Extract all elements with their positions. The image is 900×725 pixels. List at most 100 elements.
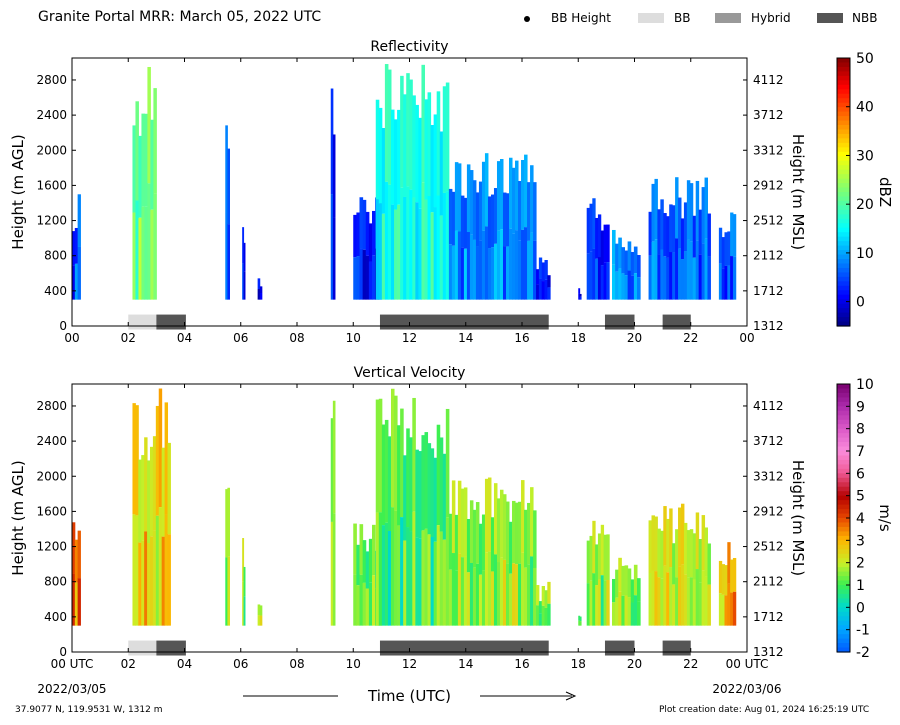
echo-cell (648, 211, 653, 256)
echo-cell (418, 538, 422, 626)
echo-cell (502, 559, 507, 626)
echo-cell (74, 227, 79, 264)
bright-band-bar (128, 314, 157, 330)
echo-cell (533, 182, 537, 241)
x-tick-label: 00 (64, 331, 79, 345)
echo-cell (421, 530, 425, 626)
echo-region (72, 522, 81, 626)
echo-cell (621, 273, 626, 300)
colorbar-step (837, 111, 850, 117)
echo-cell (707, 213, 711, 257)
echo-cell (390, 388, 395, 508)
echo-cell (466, 164, 471, 233)
colorbar-step (837, 446, 850, 452)
echo-cell (512, 233, 516, 300)
colorbar-step (837, 468, 850, 474)
echo-cell (433, 541, 438, 626)
colorbar-step (837, 513, 850, 519)
echo-cell (592, 198, 596, 249)
echo-cell (375, 199, 380, 300)
echo-cell (612, 602, 616, 626)
colorbar-label: dBZ (876, 177, 894, 207)
echo-cell (606, 580, 610, 626)
echo-cell (502, 192, 507, 247)
x-tick-label: 22 (683, 331, 698, 345)
echo-cell (509, 521, 513, 574)
echo-cell (615, 271, 619, 300)
colorbar-step (837, 169, 850, 175)
echo-cell (683, 251, 688, 300)
echo-cell (381, 424, 386, 526)
echo-cell (651, 570, 655, 626)
echo-cell (481, 514, 486, 571)
echo-cell (135, 101, 139, 201)
echo-cell (707, 256, 711, 300)
echo-cell (484, 478, 489, 553)
echo-cell (579, 293, 582, 297)
echo-cell (457, 231, 462, 300)
echo-region (375, 388, 450, 626)
end-date-label: 2022/03/06 (712, 682, 781, 696)
echo-cell (493, 554, 498, 626)
echo-cell (618, 237, 622, 269)
colorbar-step (837, 384, 850, 390)
echo-cell (678, 248, 682, 300)
y-tick-label-right: 1312 (753, 645, 784, 659)
colorbar-step (837, 160, 850, 166)
figure-title: Granite Portal MRR: March 05, 2022 UTC (38, 9, 322, 25)
y-tick-label: 2000 (36, 469, 67, 483)
echo-cell (132, 403, 136, 515)
echo-cell (595, 258, 599, 300)
echo-cell (499, 489, 504, 558)
echo-cell (356, 544, 361, 586)
echo-cell (406, 73, 410, 187)
echo-cell (578, 615, 581, 621)
bright-band-bar (379, 640, 549, 656)
colorbar-step (837, 495, 850, 501)
echo-cell (627, 270, 632, 300)
colorbar-step (837, 611, 850, 617)
echo-cell (512, 563, 516, 626)
echo-cell (721, 564, 725, 595)
echo-cell (499, 229, 504, 300)
bright-band-bar (156, 314, 186, 330)
y-tick-label-right: 3712 (753, 108, 784, 122)
echo-cell (651, 241, 655, 300)
echo-cell (660, 530, 664, 579)
echo-cell (657, 528, 661, 578)
colorbar-tick-label: 0 (856, 295, 865, 311)
colorbar-step (837, 250, 850, 256)
echo-cell (538, 257, 543, 279)
echo-cell (533, 240, 537, 300)
echo-cell (603, 580, 607, 626)
echo-cell (424, 199, 429, 300)
x-tick-label: 00 UTC (726, 657, 769, 671)
y-tick-label-right: 4112 (753, 399, 784, 413)
colorbar-label: m/s (876, 504, 894, 532)
echo-cell (359, 248, 364, 300)
echo-cell (242, 227, 245, 264)
echo-cell (149, 446, 154, 537)
colorbar-step (837, 442, 850, 448)
echo-cell (624, 565, 629, 596)
echo-cell (141, 206, 145, 300)
echo-region (578, 615, 582, 626)
colorbar-step (837, 133, 850, 139)
echo-cell (362, 249, 367, 300)
echo-cell (74, 263, 79, 300)
echo-cell (597, 214, 602, 258)
nbb-swatch (817, 13, 843, 23)
echo-cell (686, 577, 691, 626)
echo-cell (633, 273, 638, 300)
echo-cell (372, 210, 376, 256)
colorbar-step (837, 138, 850, 144)
echo-cell (397, 425, 401, 526)
echo-cell (478, 181, 483, 241)
echo-cell (158, 507, 163, 626)
echo-cell (454, 514, 459, 571)
echo-region (448, 153, 537, 300)
colorbar-step (837, 281, 850, 287)
echo-cell (721, 237, 725, 269)
